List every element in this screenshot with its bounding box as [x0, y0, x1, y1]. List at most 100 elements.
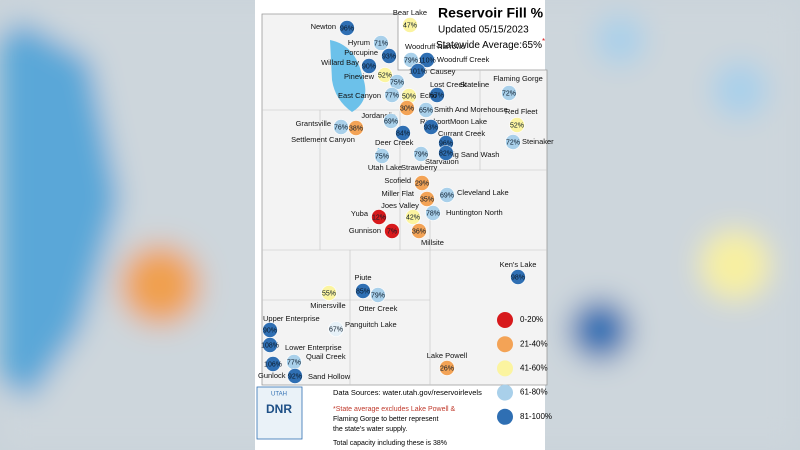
total-capacity: Total capacity including these is 38% — [333, 440, 447, 447]
dnr-logo: UTAH DNR — [256, 386, 303, 440]
legend-label: 0-20% — [520, 315, 543, 324]
footnote-line: the state's water supply. — [333, 426, 407, 433]
legend-label: 81-100% — [520, 412, 552, 421]
reservoir-name: Starvation — [425, 157, 459, 166]
reservoir-name: Joes Valley — [381, 201, 419, 210]
state-outline — [261, 13, 548, 386]
legend-swatch — [497, 336, 513, 353]
reservoir-name: Lower Enterprise — [285, 343, 342, 352]
reservoir-name: Currant Creek — [438, 129, 485, 138]
reservoir-marker — [423, 119, 439, 135]
reservoir-marker — [505, 134, 521, 150]
reservoir-percent: 108% — [261, 342, 279, 349]
reservoir-name: Strawberry — [401, 163, 438, 172]
reservoir-marker — [374, 148, 390, 164]
reservoir-marker — [509, 117, 525, 133]
reservoir-percent: 93% — [424, 124, 438, 131]
county-lines — [262, 70, 547, 385]
reservoir-name: East Canyon — [338, 91, 381, 100]
reservoir-marker — [439, 360, 455, 376]
reservoir-marker — [425, 205, 441, 221]
reservoir-marker — [373, 35, 389, 51]
reservoir-percent: 93% — [382, 53, 396, 60]
reservoir-name: Minersville — [310, 301, 345, 310]
reservoir-percent: 36% — [412, 228, 426, 235]
reservoir-name: Stateline — [460, 80, 489, 89]
reservoir-percent: 26% — [440, 365, 454, 372]
average-text: Statewide Average:65% — [436, 40, 542, 51]
map-title: Reservoir Fill % — [438, 5, 544, 21]
reservoir-name: Ken's Lake — [500, 260, 537, 269]
reservoir-name: Grantsville — [296, 119, 331, 128]
reservoir-percent: 110% — [418, 57, 435, 64]
reservoir-name: Deer Creek — [375, 138, 414, 147]
statewide-average: Statewide Average:65%* — [436, 37, 545, 51]
reservoir-marker — [339, 20, 355, 36]
reservoir-name: Millsite — [421, 238, 444, 247]
reservoir-marker — [501, 85, 517, 101]
logo-agency: DNR — [266, 402, 292, 416]
place-label: Big Sand Wash — [448, 150, 499, 159]
reservoir-percent: 38% — [349, 125, 363, 132]
reservoir-percent: 77% — [385, 92, 399, 99]
reservoir-percent: 106% — [264, 361, 282, 368]
reservoir-percent: 12% — [372, 214, 386, 221]
reservoir-name: Gunlock — [258, 371, 286, 380]
reservoir-percent: 47% — [403, 22, 417, 29]
reservoir-marker — [395, 125, 411, 141]
reservoir-marker — [399, 100, 415, 116]
reservoir-percent: 90% — [362, 63, 376, 70]
reservoir-name: Pineview — [344, 72, 375, 81]
great-salt-lake — [330, 40, 366, 112]
reservoir-marker — [411, 223, 427, 239]
reservoir-percent: 78% — [426, 210, 440, 217]
reservoir-percent: 96% — [340, 25, 354, 32]
reservoir-name: Woodruff Creek — [437, 55, 489, 64]
legend-label: 61-80% — [520, 388, 548, 397]
reservoir-percent: 67% — [329, 326, 343, 333]
reservoir-name: Upper Enterprise — [263, 314, 320, 323]
reservoir-percent: 72% — [502, 90, 516, 97]
reservoir-name: Piute — [354, 273, 371, 282]
reservoir-name: Utah Lake — [368, 163, 402, 172]
reservoir-name: Moon Lake — [450, 117, 487, 126]
reservoir-name: Echo — [420, 91, 437, 100]
reservoir-marker — [370, 287, 386, 303]
reservoir-marker — [419, 191, 435, 207]
reservoir-percent: 42% — [406, 214, 420, 221]
reservoir-marker — [419, 52, 435, 68]
legend-swatch — [497, 408, 513, 425]
reservoir-percent: 77% — [287, 359, 301, 366]
legend-label: 41-60% — [520, 364, 548, 373]
reservoir-name: Sand Hollow — [308, 372, 351, 381]
reservoir-marker — [355, 283, 371, 299]
reservoir-marker — [361, 58, 377, 74]
reservoir-percent: 85% — [356, 288, 370, 295]
reservoir-marker — [402, 17, 418, 33]
legend-swatch — [497, 384, 513, 401]
reservoir-name: Newton — [311, 22, 336, 31]
reservoir-name: Cleveland Lake — [457, 188, 509, 197]
reservoir-percent: 84% — [396, 130, 410, 137]
reservoir-percent: 75% — [375, 153, 389, 160]
reservoir-percent: 52% — [510, 122, 524, 129]
reservoir-name: Jordanelle — [361, 111, 396, 120]
reservoir-percent: 55% — [322, 290, 336, 297]
reservoir-percent: 101% — [409, 68, 427, 75]
reservoir-percent: 50% — [402, 93, 416, 100]
updated-date: Updated 05/15/2023 — [438, 25, 529, 36]
reservoir-percent: 82% — [439, 150, 453, 157]
reservoir-name: Lost Creek — [430, 80, 467, 89]
reservoir-name: Scofield — [384, 176, 411, 185]
footnote-line: *State average excludes Lake Powell & — [333, 406, 456, 413]
reservoir-marker — [410, 63, 426, 79]
reservoir-percent: 71% — [374, 40, 388, 47]
data-source: Data Sources: water.utah.gov/reservoirle… — [333, 388, 482, 397]
reservoir-percent: 76% — [334, 124, 348, 131]
reservoir-percent: 65% — [419, 107, 433, 114]
reservoir-name: Woodruff Narrows — [405, 42, 465, 51]
reservoir-marker — [383, 113, 399, 129]
reservoir-percent: 79% — [414, 151, 428, 158]
reservoir-marker — [429, 87, 445, 103]
